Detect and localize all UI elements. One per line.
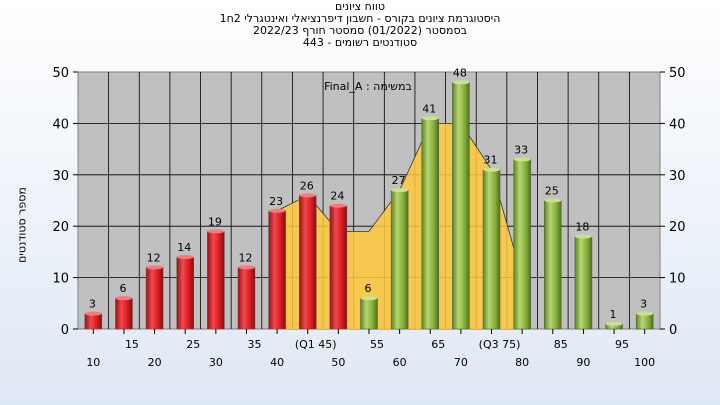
x-tick-label: 50	[331, 356, 345, 369]
bar-cap	[421, 116, 439, 121]
x-tick-label: 40	[270, 356, 284, 369]
y-tick-label-right: 40	[669, 117, 686, 132]
bar-cap	[574, 234, 592, 239]
bar-cap	[513, 157, 531, 162]
data-label: 3	[640, 298, 647, 311]
y-tick-label-left: 0	[61, 323, 69, 338]
data-label: 6	[365, 282, 372, 295]
y-tick-label-right: 0	[669, 323, 677, 338]
y-axis-title: מספר סטודנטים	[15, 187, 29, 263]
y-tick-label-right: 30	[669, 169, 686, 184]
bar	[268, 210, 286, 330]
data-labels: 3 6 12 14 19 12 23 26 24 6 27 41 48 31 33 25 18 1 3	[89, 66, 647, 321]
x-tick-label: (Q3 75)	[479, 338, 521, 351]
bar-cap	[360, 296, 378, 301]
y-tick-label-left: 30	[52, 169, 69, 184]
data-label: 1	[610, 308, 617, 321]
x-tick-label: 55	[370, 338, 384, 351]
bar-cap	[636, 311, 654, 316]
data-label: 25	[545, 185, 559, 198]
axes: 0 0 10 10 20 20 30 30 40 40 50 50 10 15 20 25 30 35 40 (Q1 …	[52, 66, 685, 369]
bar-cap	[207, 229, 225, 234]
bar-cap	[605, 321, 623, 326]
data-label: 12	[147, 251, 161, 264]
bar	[421, 118, 440, 330]
data-label: 12	[238, 251, 252, 264]
x-tick-label: 30	[209, 356, 223, 369]
bar-cap	[299, 193, 317, 198]
data-label: 41	[422, 102, 436, 115]
bar	[84, 313, 103, 330]
x-tick-label: 70	[454, 356, 468, 369]
data-label: 19	[208, 215, 222, 228]
bar	[482, 169, 501, 330]
bar	[207, 231, 225, 330]
data-label: 48	[453, 66, 467, 79]
y-tick-label-right: 50	[669, 66, 686, 81]
x-axis-title: טווח ציונים	[335, 0, 385, 13]
data-label: 18	[575, 220, 589, 233]
x-tick-label: 35	[247, 338, 261, 351]
data-label: 23	[269, 195, 283, 208]
bar	[115, 297, 133, 330]
bar	[176, 256, 194, 330]
data-label: 3	[89, 298, 96, 311]
bar-cap	[452, 80, 470, 85]
x-tick-label: 100	[634, 356, 655, 369]
bar	[145, 267, 164, 330]
bar-cap	[391, 188, 409, 193]
bar	[360, 297, 378, 330]
bar-cap	[237, 265, 255, 270]
x-tick-label: 10	[86, 356, 100, 369]
bar-cap	[115, 296, 133, 301]
data-label: 27	[392, 174, 406, 187]
bar	[298, 195, 317, 330]
bar	[544, 200, 562, 330]
y-tick-label-right: 10	[669, 272, 686, 287]
bar-cap	[268, 208, 286, 213]
x-tick-label: 85	[554, 338, 568, 351]
x-tick-label: 15	[125, 338, 139, 351]
bar	[329, 205, 348, 330]
bar	[513, 159, 531, 330]
y-tick-label-right: 20	[669, 220, 686, 235]
bar	[237, 267, 256, 330]
bar	[390, 189, 409, 330]
x-tick-label: (Q1 45)	[295, 338, 337, 351]
y-tick-label-left: 20	[52, 220, 69, 235]
chart-title-line-1: היסטוגרמת ציונים בקורס - חשבון דיפרנציאל…	[219, 12, 501, 25]
y-tick-label-left: 50	[52, 66, 69, 81]
x-tick-label: 60	[393, 356, 407, 369]
bar-cap	[544, 198, 562, 203]
data-label: 33	[514, 143, 528, 156]
data-label: 14	[177, 241, 191, 254]
x-tick-label: 20	[148, 356, 162, 369]
data-label: 31	[484, 154, 498, 167]
bar-series	[84, 80, 654, 330]
bar	[574, 236, 593, 330]
chart-title-line-3: סטודנטים רשומים - 443	[302, 36, 418, 49]
chart-title-line-2: בסמסטר (01/2022) סמסטר חורף 2022/23	[253, 24, 467, 37]
x-tick-label: 80	[515, 356, 529, 369]
chart-annotation: במשימה : Final_A	[324, 80, 412, 93]
bar-cap	[176, 255, 194, 260]
bar-cap	[84, 311, 102, 316]
bar-cap	[483, 167, 501, 172]
bar-cap	[329, 203, 347, 208]
bar	[452, 82, 470, 330]
x-tick-label: 25	[186, 338, 200, 351]
data-label: 26	[300, 179, 314, 192]
y-tick-label-left: 10	[52, 272, 69, 287]
y-tick-label-left: 40	[52, 117, 69, 132]
x-tick-label: 95	[615, 338, 629, 351]
x-tick-label: 65	[431, 338, 445, 351]
bar-cap	[146, 265, 164, 270]
x-tick-label: 90	[576, 356, 590, 369]
data-label: 6	[119, 282, 126, 295]
bar	[635, 313, 654, 330]
data-label: 24	[330, 190, 344, 203]
